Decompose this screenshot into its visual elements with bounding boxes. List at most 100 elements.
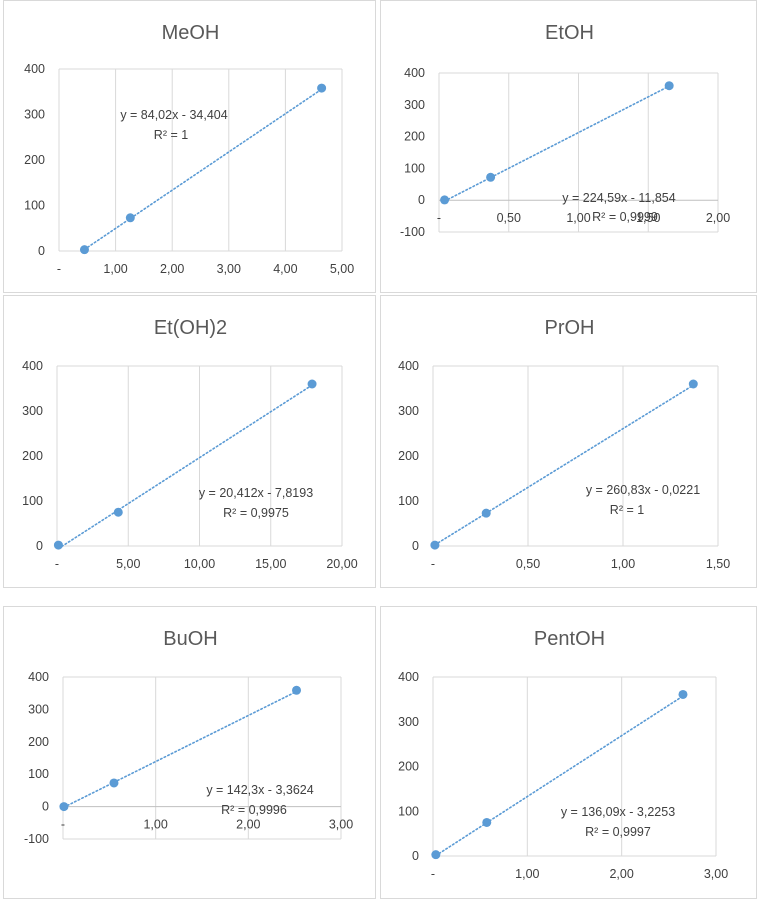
chart-panel-proh: PrOH 0 100 200 300 400 - 0,50 1,00 1,50 y = 260,83…	[380, 295, 757, 588]
trendline-buoh	[63, 690, 298, 809]
data-point-buoh-3	[292, 685, 302, 695]
chart-panel-meoh: MeOH 0 100 200 300 400 - 1,00 2,00 3,00 4,00 5,00 y …	[3, 0, 376, 293]
y-tick-label: 400	[398, 359, 419, 373]
data-point-etoh-3	[664, 81, 674, 91]
y-tick-label: 200	[404, 130, 425, 144]
y-tick-label: -100	[24, 832, 49, 846]
y-tick-label: 0	[38, 244, 45, 258]
x-tick-label: -	[431, 867, 435, 881]
y-tick-label: 0	[412, 539, 419, 553]
chart-panel-pentoh: PentOH 0 100 200 300 400 - 1,00 2,00 3,00 y = 136,…	[380, 606, 757, 899]
y-tick-label: 300	[24, 108, 45, 122]
x-tick-label: 3,00	[329, 818, 353, 832]
chart-svg-etoh2: Et(OH)2 0 100 200 300 400 - 5,00 10,00 15,00 20,00…	[22, 317, 358, 571]
trendline-equation: y = 224,59x - 11,854	[562, 191, 675, 205]
x-tick-label: 1,00	[143, 818, 167, 832]
x-tick-label: -	[431, 557, 435, 571]
y-tick-label: -100	[400, 225, 425, 239]
chart-svg-meoh: MeOH 0 100 200 300 400 - 1,00 2,00 3,00 4,00 5,00 y …	[24, 22, 354, 276]
data-point-meoh-2	[125, 213, 135, 223]
x-tick-label: 2,00	[160, 262, 184, 276]
chart-title-et-oh-2: Et(OH)2	[154, 317, 227, 339]
y-tick-label: 0	[36, 539, 43, 553]
x-tick-label: 1,00	[103, 262, 127, 276]
y-tick-label: 0	[418, 193, 425, 207]
y-tick-label: 200	[22, 449, 43, 463]
x-tick-label: 4,00	[273, 262, 297, 276]
data-point-meoh-3	[317, 83, 327, 93]
x-tick-label: 1,00	[566, 211, 590, 225]
data-point-etoh-2	[486, 172, 496, 182]
chart-svg-pentoh: PentOH 0 100 200 300 400 - 1,00 2,00 3,00 y = 136,…	[398, 628, 728, 881]
trendline-r-squared: R² = 0,9997	[585, 825, 651, 839]
chart-svg-etoh: EtOH -100 0 100 200 300 400 - 0,50 1,00 1,50 2,00 y …	[400, 22, 730, 239]
data-point-buoh-1	[59, 802, 69, 812]
trendline-meoh	[83, 88, 323, 251]
x-tick-label: 1,50	[636, 211, 660, 225]
chart-title-pentoh: PentOH	[534, 628, 605, 650]
y-tick-label: 400	[22, 359, 43, 373]
trendline-r-squared: R² = 0,9975	[223, 506, 289, 520]
trendline-proh	[434, 384, 695, 546]
chart-title-etoh: EtOH	[545, 22, 594, 44]
trendline-r-squared: R² = 1	[154, 128, 188, 142]
chart-panel-buoh: BuOH -100 0 100 200 300 400 - 1,00 2,00 3,00 y = 14…	[3, 606, 376, 899]
trendline-equation: y = 260,83x - 0,0221	[586, 483, 700, 497]
trendline-r-squared: R² = 1	[610, 503, 644, 517]
chart-panel-etoh2: Et(OH)2 0 100 200 300 400 - 5,00 10,00 15,00 20,00…	[3, 295, 376, 588]
x-tick-label: 2,00	[706, 211, 730, 225]
x-tick-label: 5,00	[330, 262, 354, 276]
x-tick-label: -	[437, 211, 441, 225]
data-point-buoh-2	[109, 778, 119, 788]
chart-panel-etoh: EtOH -100 0 100 200 300 400 - 0,50 1,00 1,50 2,00 y …	[380, 0, 757, 293]
y-tick-label: 100	[398, 804, 419, 818]
chart-svg-buoh: BuOH -100 0 100 200 300 400 - 1,00 2,00 3,00 y = 14…	[24, 628, 353, 846]
x-tick-label: 1,50	[706, 557, 730, 571]
x-tick-label: 10,00	[184, 557, 215, 571]
x-tick-label: 1,00	[515, 867, 539, 881]
y-tick-label: 100	[22, 494, 43, 508]
data-point-pentoh-1	[431, 850, 441, 860]
data-point-etoh-1	[440, 195, 450, 205]
x-tick-label: 2,00	[236, 818, 260, 832]
trendline-et-oh-2	[57, 384, 313, 550]
data-point-proh-3	[688, 379, 698, 389]
trendline-equation: y = 84,02x - 34,404	[120, 108, 227, 122]
x-tick-label: 20,00	[326, 557, 357, 571]
x-tick-label: 1,00	[611, 557, 635, 571]
y-tick-label: 0	[42, 800, 49, 814]
y-tick-label: 100	[404, 161, 425, 175]
y-tick-label: 100	[24, 199, 45, 213]
y-tick-label: 400	[404, 66, 425, 80]
data-point-et-oh-2-3	[307, 379, 317, 389]
chart-svg-proh: PrOH 0 100 200 300 400 - 0,50 1,00 1,50 y = 260,83…	[398, 317, 730, 571]
y-tick-label: 400	[28, 670, 49, 684]
y-tick-label: 0	[412, 849, 419, 863]
x-tick-label: 0,50	[516, 557, 540, 571]
trendline-r-squared: R² = 0,9999	[592, 210, 658, 224]
y-tick-label: 300	[398, 404, 419, 418]
data-point-pentoh-2	[482, 817, 492, 827]
y-tick-label: 200	[398, 449, 419, 463]
trendline-pentoh	[435, 695, 684, 857]
y-tick-label: 100	[28, 767, 49, 781]
data-point-et-oh-2-1	[53, 540, 63, 550]
x-tick-label: 5,00	[116, 557, 140, 571]
y-tick-label: 400	[24, 62, 45, 76]
x-tick-label: 3,00	[217, 262, 241, 276]
data-point-proh-2	[481, 508, 491, 518]
x-tick-label: -	[55, 557, 59, 571]
y-tick-label: 400	[398, 670, 419, 684]
x-tick-label: -	[61, 818, 65, 832]
y-tick-label: 200	[398, 760, 419, 774]
trendline-etoh	[443, 85, 670, 202]
y-tick-label: 300	[404, 98, 425, 112]
chart-title-meoh: MeOH	[162, 22, 220, 44]
trendline-r-squared: R² = 0,9996	[221, 803, 287, 817]
trendline-equation: y = 136,09x - 3,2253	[561, 805, 675, 819]
x-tick-label: 2,00	[609, 867, 633, 881]
y-tick-label: 300	[22, 404, 43, 418]
x-tick-label: -	[57, 262, 61, 276]
x-tick-label: 3,00	[704, 867, 728, 881]
chart-title-buoh: BuOH	[163, 628, 217, 650]
